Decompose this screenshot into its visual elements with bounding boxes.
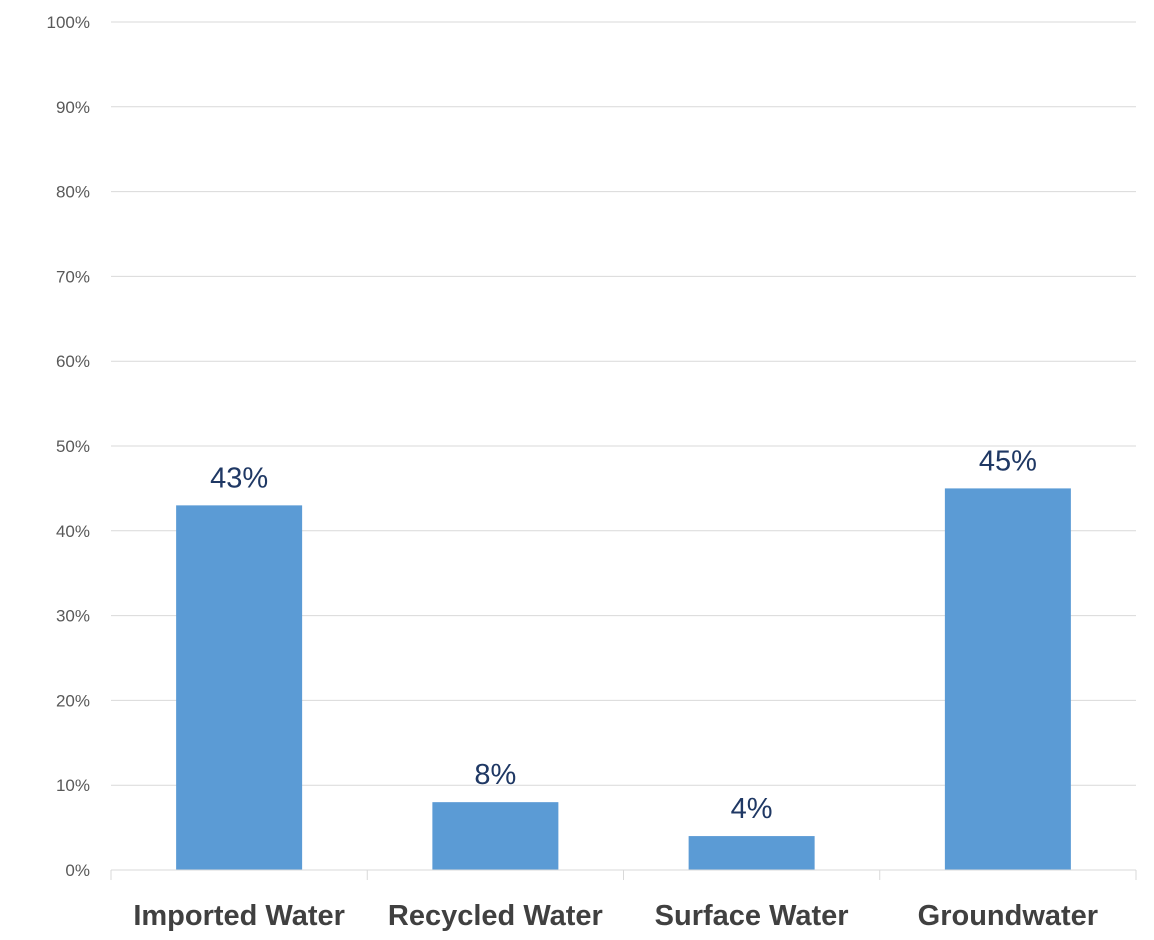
y-axis-tick-labels: 0% 10% 20% 30% 40% 50% 60% 70% 80% 90% 100% (47, 13, 90, 880)
data-label: 43% (210, 462, 268, 494)
category-label: Recycled Water (388, 900, 603, 932)
y-tick-label: 60% (56, 352, 90, 371)
bar (688, 836, 815, 870)
bars (176, 488, 1071, 870)
category-label: Imported Water (133, 900, 345, 932)
data-label: 8% (474, 759, 516, 791)
bar (944, 488, 1071, 870)
bar (176, 505, 303, 870)
y-tick-label: 0% (65, 861, 90, 880)
data-labels: 43% 8% 4% 45% (210, 445, 1037, 825)
data-label: 4% (731, 793, 773, 825)
y-tick-label: 70% (56, 267, 90, 286)
category-label: Surface Water (655, 900, 849, 932)
y-tick-label: 10% (56, 776, 90, 795)
y-tick-label: 90% (56, 98, 90, 117)
x-axis (110, 869, 1137, 880)
y-tick-label: 40% (56, 522, 90, 541)
y-tick-label: 100% (47, 13, 90, 32)
x-axis-category-labels: Imported Water Recycled Water Surface Wate… (133, 900, 1098, 932)
y-tick-label: 80% (56, 183, 90, 202)
data-label: 45% (979, 445, 1037, 477)
y-tick-label: 50% (56, 437, 90, 456)
category-label: Groundwater (918, 900, 1098, 932)
y-tick-label: 30% (56, 607, 90, 626)
bar (432, 802, 559, 870)
y-tick-label: 20% (56, 691, 90, 710)
